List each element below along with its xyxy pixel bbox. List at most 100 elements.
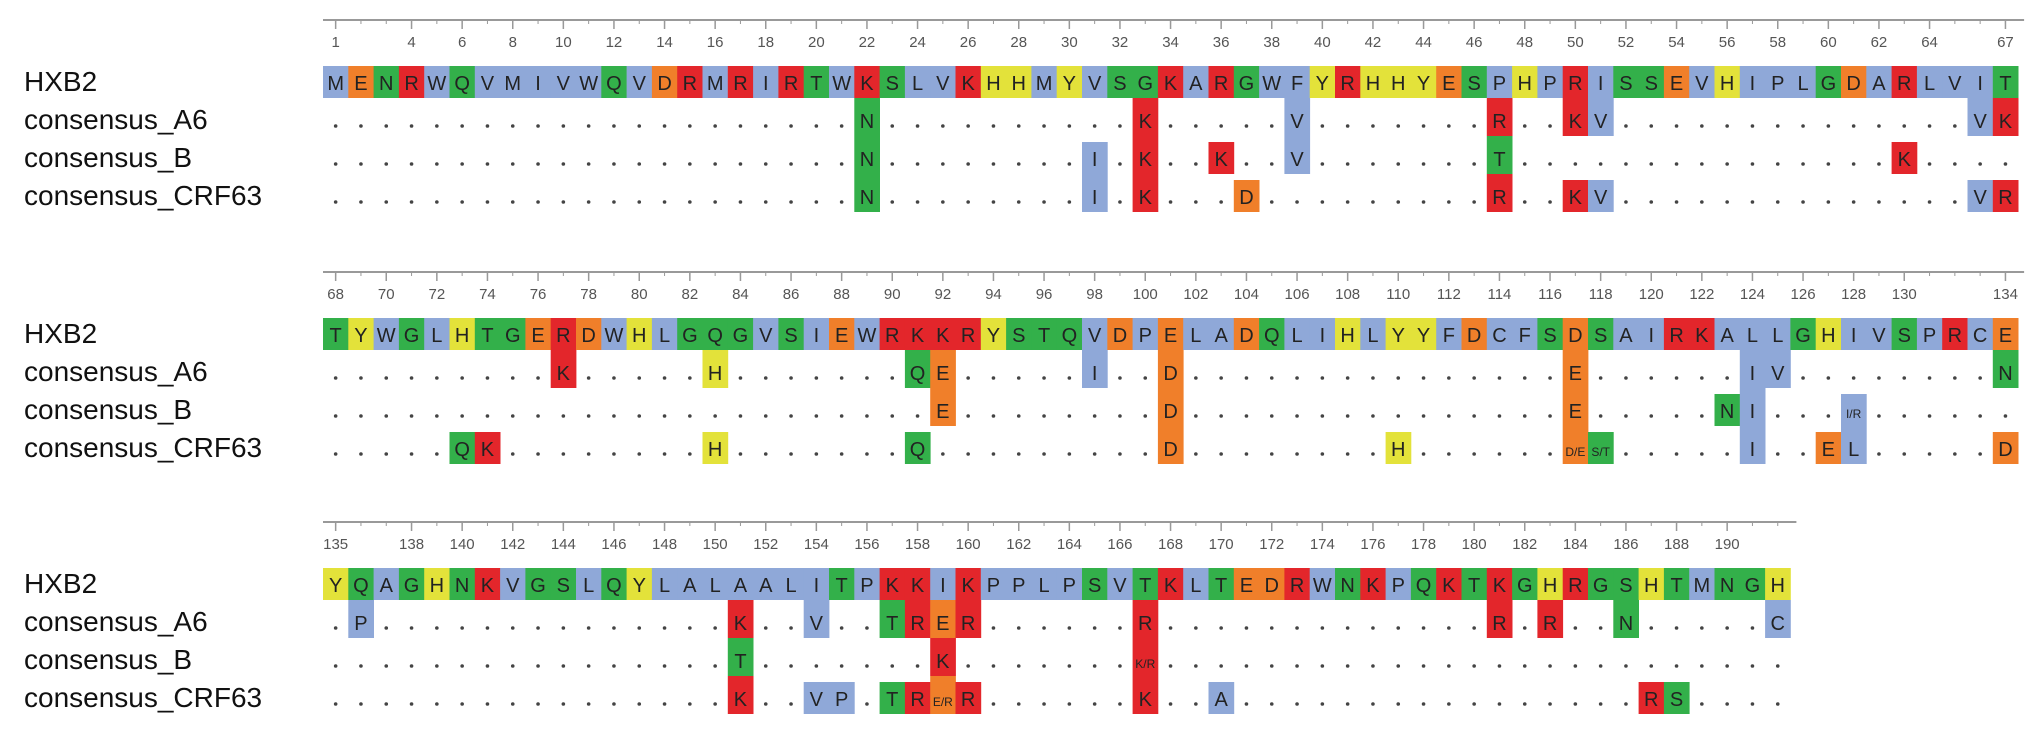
variant-residue: T (734, 651, 746, 673)
reference-residue: F (1291, 73, 1303, 95)
identity-dot (789, 162, 793, 166)
reference-residue: A (1872, 73, 1886, 95)
ruler-tick-label: 10 (555, 34, 572, 51)
identity-dot (1775, 124, 1780, 128)
identity-dot (1472, 702, 1476, 706)
variant-residue-box (1157, 350, 1184, 388)
reference-residue: G (530, 575, 546, 597)
variant-residue-box (1208, 142, 1235, 174)
identity-dot (612, 452, 616, 456)
reference-residue-box (1967, 318, 1994, 350)
identity-dot (1624, 664, 1628, 668)
identity-dot (1244, 626, 1249, 630)
ruler-tick-label: 152 (753, 536, 778, 553)
identity-dot (1421, 414, 1426, 418)
reference-residue: P (1063, 575, 1076, 597)
reference-residue: G (1517, 575, 1533, 597)
reference-residue: H (1771, 575, 1785, 597)
reference-residue-box (1942, 66, 1968, 98)
ruler-tick-label: 6 (458, 34, 466, 51)
reference-residue-box (500, 568, 526, 600)
identity-dot (915, 124, 920, 128)
reference-residue-box (677, 66, 703, 98)
variant-residue-box (1486, 98, 1513, 136)
variant-residue-box (879, 682, 906, 714)
identity-dot (561, 200, 566, 204)
identity-dot (1447, 452, 1451, 456)
identity-dot (1244, 124, 1249, 128)
reference-residue: C (1973, 325, 1987, 347)
reference-residue: I (940, 575, 946, 597)
reference-residue-box (1841, 66, 1867, 98)
reference-residue-box (1385, 318, 1412, 350)
reference-residue-box (1183, 318, 1209, 350)
identity-dot (333, 626, 338, 630)
identity-dot (1345, 702, 1350, 706)
reference-residue-box (1891, 318, 1918, 350)
ruler-tick-label: 28 (1010, 34, 1027, 51)
reference-residue: M (504, 73, 521, 95)
ruler-tick-label: 64 (1921, 34, 1938, 51)
reference-name: HXB2 (24, 318, 97, 349)
identity-dot (1548, 200, 1552, 204)
reference-residue: E (1442, 73, 1455, 95)
ruler-tick-label: 102 (1183, 286, 1208, 303)
variant-residue: A (1214, 689, 1228, 711)
reference-residue: Q (1416, 575, 1432, 597)
ruler-tick-label: 106 (1285, 286, 1310, 303)
identity-dot (1345, 452, 1350, 456)
identity-dot (1927, 124, 1932, 128)
reference-residue-box (1233, 66, 1260, 98)
identity-dot (1953, 452, 1957, 456)
reference-residue: H (1391, 73, 1405, 95)
reference-residue-box (1562, 568, 1589, 600)
reference-residue: K (911, 325, 925, 347)
identity-dot (1725, 200, 1729, 204)
identity-dot (1750, 626, 1755, 630)
identity-dot (1447, 626, 1451, 630)
identity-dot (941, 124, 945, 128)
variant-residue-box (1891, 142, 1918, 174)
identity-dot (1371, 414, 1375, 418)
reference-residue: T (481, 325, 493, 347)
variant-residue: E (1569, 363, 1582, 385)
variant-residue: V (810, 689, 824, 711)
reference-residue-box (323, 568, 349, 600)
reference-residue-box (854, 318, 880, 350)
reference-residue-box (1486, 66, 1513, 98)
identity-dot (814, 376, 819, 380)
reference-residue: G (1745, 575, 1761, 597)
identity-dot (1598, 376, 1603, 380)
variant-residue-box (1537, 600, 1564, 638)
identity-dot (1295, 702, 1299, 706)
identity-dot (1244, 702, 1249, 706)
ruler-tick-label: 44 (1415, 34, 1432, 51)
reference-residue: C (1492, 325, 1506, 347)
variant-residue: I/R (1846, 407, 1862, 421)
reference-residue: Q (606, 73, 622, 95)
reference-residue: S (557, 575, 570, 597)
identity-dot (359, 162, 363, 166)
reference-residue-box (778, 66, 805, 98)
variant-residue-box (1841, 394, 1867, 426)
reference-residue: G (1239, 73, 1255, 95)
identity-dot (738, 414, 743, 418)
identity-dot (1674, 162, 1679, 166)
reference-residue: W (832, 73, 851, 95)
reference-residue: L (659, 325, 670, 347)
reference-residue: M (1694, 575, 1711, 597)
reference-residue: I (1750, 73, 1756, 95)
variant-residue: N (1720, 401, 1734, 423)
ruler-tick-label: 100 (1133, 286, 1158, 303)
identity-dot (1902, 200, 1907, 204)
identity-dot (333, 200, 338, 204)
variant-residue-box (930, 638, 956, 676)
variant-residue-box (1663, 682, 1690, 714)
identity-dot (384, 376, 389, 380)
identity-dot (1396, 702, 1401, 706)
identity-dot (1649, 124, 1654, 128)
alignment-block: 135 138 140 142 144 146 148 150 152 154 156 158 160 1… (24, 521, 1797, 714)
identity-dot (789, 414, 793, 418)
reference-residue-box (1082, 66, 1108, 98)
variant-residue-box (449, 432, 476, 464)
